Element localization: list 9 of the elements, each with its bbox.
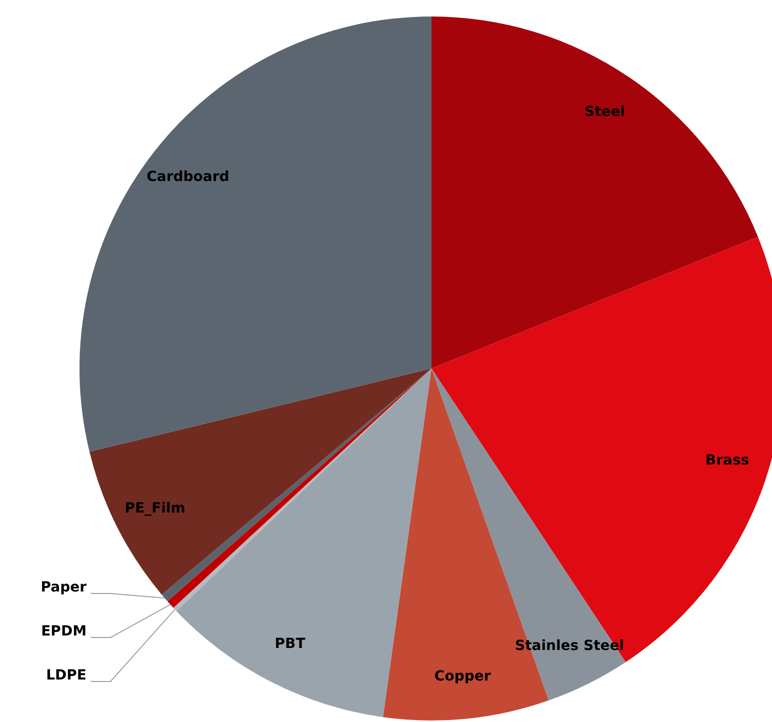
slice-label: EPDM: [41, 624, 87, 640]
slice-label: PBT: [274, 636, 306, 652]
slice-label: PE_Film: [124, 500, 186, 516]
slice-label: Copper: [434, 668, 491, 685]
slice-label: Cardboard: [146, 169, 230, 186]
slice-label: Paper: [40, 580, 87, 596]
slice-label: Steel: [584, 104, 626, 120]
slice-label: LDPE: [46, 668, 87, 684]
slice-label: Brass: [705, 452, 750, 469]
